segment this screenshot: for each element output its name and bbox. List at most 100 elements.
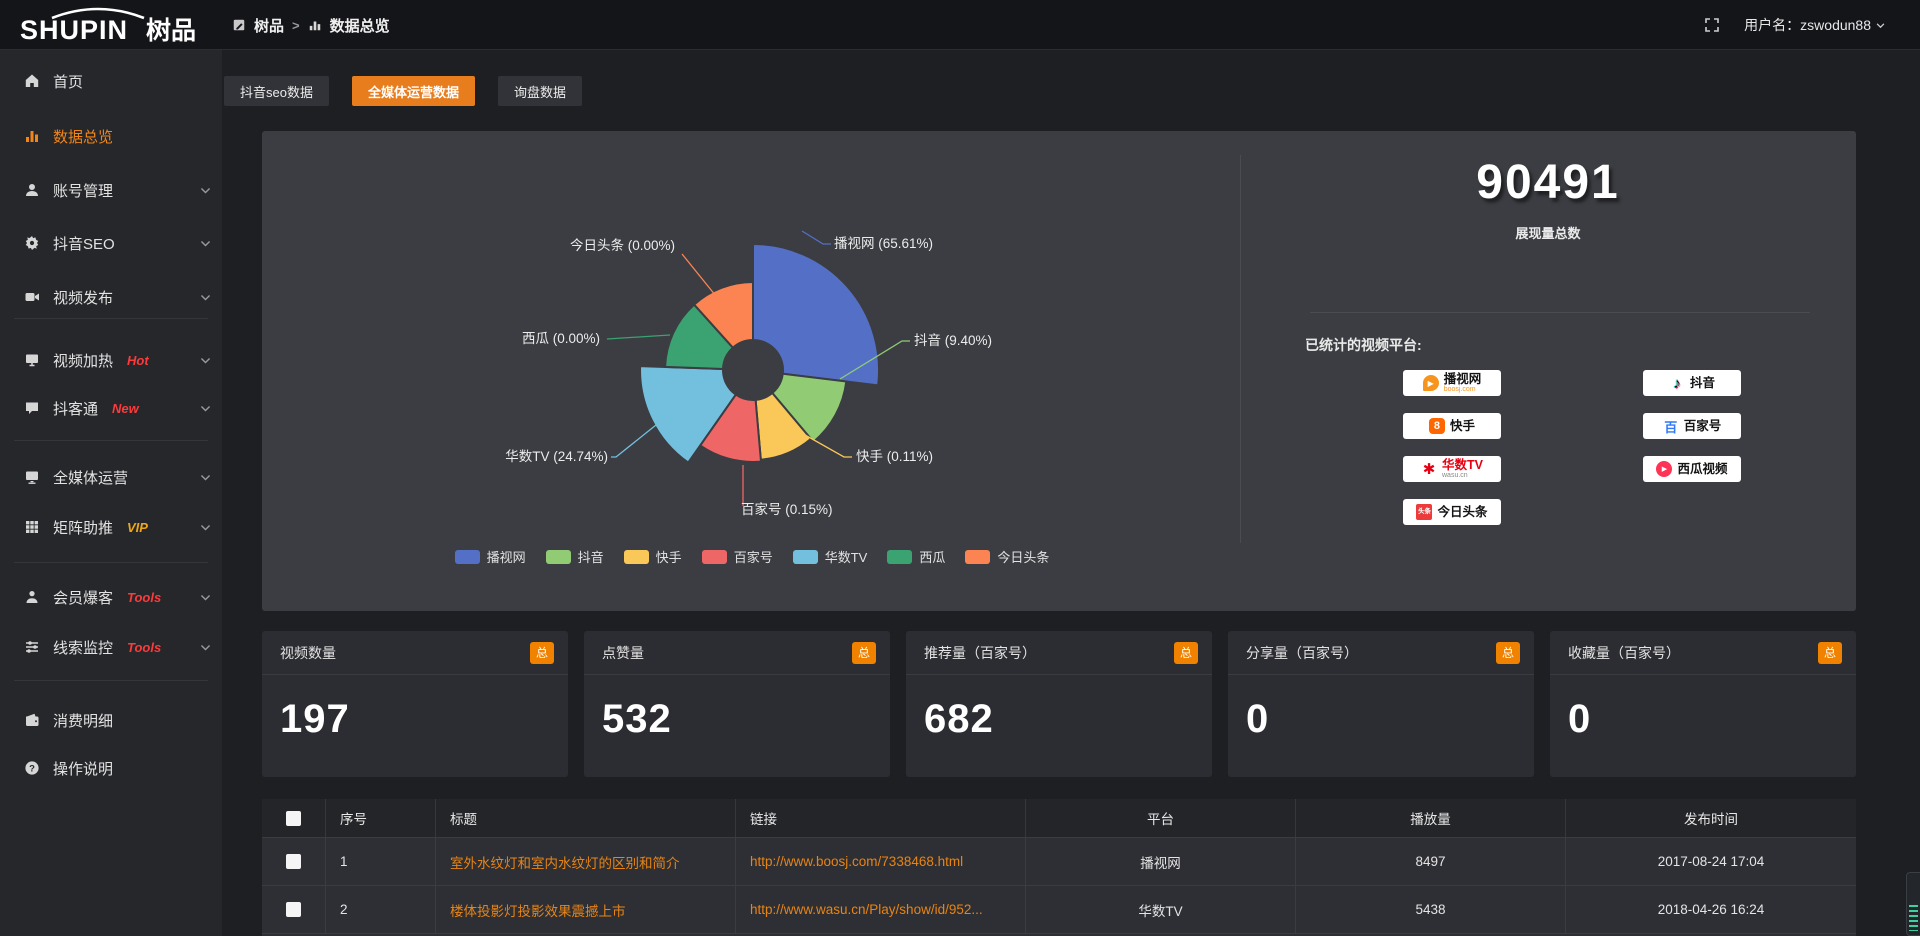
pie-label: 抖音 (9.40%): [914, 332, 992, 348]
pie-slice-华数TV[interactable]: [639, 365, 738, 464]
sidebar-item-omni-media[interactable]: 全媒体运营: [0, 456, 222, 498]
chevron-down-icon: [200, 405, 211, 412]
legend-item[interactable]: 抖音: [545, 547, 604, 566]
row-no: 2: [326, 886, 436, 933]
breadcrumb: 树品 > 数据总览: [232, 0, 390, 50]
breadcrumb-item-current: 数据总览: [329, 17, 390, 35]
baijiahao-logo-icon: 百: [1664, 419, 1678, 435]
row-platform: 播视网: [1026, 838, 1296, 885]
sidebar-item-member-leads[interactable]: 会员爆客 Tools: [0, 576, 222, 618]
question-circle-icon: ?: [25, 761, 39, 775]
sidebar-divider: [14, 440, 208, 441]
row-plays: 8497: [1296, 838, 1566, 885]
legend-swatch: [887, 549, 913, 564]
sidebar-divider: [14, 562, 208, 563]
pie-label-line: [606, 334, 671, 340]
screen-icon: [26, 354, 38, 367]
total-badge: 总: [852, 641, 876, 664]
video-title-link[interactable]: 室外水纹灯和室内水纹灯的区别和简介: [436, 838, 736, 885]
card-value: 197: [280, 697, 350, 741]
card-value: 682: [924, 697, 994, 741]
legend-item[interactable]: 快手: [623, 547, 682, 566]
platforms-title: 已统计的视频平台:: [1305, 337, 1422, 353]
sidebar-divider: [14, 680, 208, 681]
sidebar-item-data-overview[interactable]: 数据总览: [0, 115, 222, 157]
boosj-logo-icon: ▶: [1422, 375, 1439, 391]
rose-pie-chart: 播视网 (65.61%) 抖音 (9.40%) 快手 (0.11%) 百家号 (0.1…: [262, 131, 1242, 611]
video-title-link[interactable]: 楼体投影灯投影效果震撼上市: [436, 886, 736, 933]
row-no: 1: [326, 838, 436, 885]
pie-label-line: [611, 424, 657, 458]
pie-slice-抖音[interactable]: [770, 372, 848, 444]
username-label: 用户名：zswodun88: [1744, 17, 1871, 33]
sidebar-item-doukotong[interactable]: 抖客通 New: [0, 387, 222, 429]
row-time: 2018-04-26 16:24: [1657, 902, 1765, 917]
chat-bubble-icon: [26, 402, 38, 414]
col-header-link: 链接: [736, 799, 1026, 837]
logo-text-cn: 树品: [146, 17, 196, 45]
floating-widget[interactable]: [1906, 872, 1920, 936]
fullscreen-icon[interactable]: [1704, 17, 1720, 33]
sidebar-item-douyin-seo[interactable]: 抖音SEO: [0, 222, 222, 264]
total-impressions-value: 90491: [1476, 156, 1620, 209]
xigua-logo-icon: ▶: [1656, 461, 1673, 477]
app-logo: SHUPIN 树品: [18, 7, 213, 50]
video-camera-icon: [25, 293, 39, 301]
total-badge: 总: [530, 641, 554, 664]
panel-divider: [1240, 155, 1241, 543]
pie-label-line: [681, 253, 721, 302]
sidebar-item-clue-monitor[interactable]: 线索监控 Tools: [0, 626, 222, 668]
tab-douyin-seo-data[interactable]: 抖音seo数据: [224, 76, 329, 106]
legend-swatch: [454, 549, 480, 564]
legend-item[interactable]: 华数TV: [792, 547, 867, 566]
sidebar-item-matrix-boost[interactable]: 矩阵助推 VIP: [0, 506, 222, 548]
row-checkbox[interactable]: [286, 902, 301, 917]
platform-badge-douyin: ♪ 抖音: [1643, 370, 1741, 396]
tab-omni-media-data[interactable]: 全媒体运营数据: [351, 76, 475, 106]
overview-panel: 播视网 (65.61%) 抖音 (9.40%) 快手 (0.11%) 百家号 (0.1…: [262, 131, 1856, 611]
tab-inquiry-data[interactable]: 询盘数据: [497, 76, 582, 106]
total-impressions-label: 展现量总数: [1515, 226, 1581, 241]
pie-label: 快手 (0.11%): [856, 449, 933, 464]
pie-label: 西瓜 (0.00%): [522, 331, 600, 346]
sidebar-divider: [14, 318, 208, 319]
legend-item[interactable]: 西瓜: [887, 547, 945, 566]
pie-label-line: [801, 230, 831, 245]
tools-badge: Tools: [127, 589, 162, 605]
platform-badge-wasu: ✱ 华数TV wasu.cn: [1403, 456, 1501, 482]
select-all-checkbox[interactable]: [286, 810, 301, 826]
pie-slice-今日头条[interactable]: [692, 280, 754, 350]
widget-stripes: [1909, 905, 1918, 931]
sidebar-item-video-publish[interactable]: 视频发布: [0, 276, 222, 318]
bar-chart-icon: [309, 21, 320, 31]
user-icon: [26, 184, 38, 196]
video-url-link[interactable]: http://www.boosj.com/7338468.html: [736, 838, 1026, 885]
vip-badge: VIP: [127, 519, 148, 535]
pie-slice-播视网[interactable]: [752, 242, 881, 387]
legend-item[interactable]: 今日头条: [965, 547, 1049, 566]
col-header-plays: 播放量: [1296, 799, 1566, 837]
videos-table: 序号 标题 链接 平台 播放量 发布时间 1 室外水纹灯和室内水纹灯的区别和简介…: [262, 799, 1856, 936]
douyin-logo-icon: ♪: [1673, 374, 1681, 392]
pie-label-line: [797, 430, 852, 458]
sidebar-item-account[interactable]: 账号管理: [0, 169, 222, 211]
user-menu[interactable]: 用户名：zswodun88: [1744, 15, 1886, 35]
sidebar-item-expense-detail[interactable]: 消费明细: [0, 699, 222, 741]
col-header-no: 序号: [326, 799, 436, 837]
bar-chart-icon: [26, 131, 38, 142]
sidebar-item-video-heat[interactable]: 视频加热 Hot: [0, 339, 222, 381]
row-checkbox[interactable]: [286, 854, 301, 869]
summary-divider: [1310, 312, 1810, 313]
row-plays: 5438: [1296, 886, 1566, 933]
sidebar-item-home[interactable]: 首页: [0, 60, 222, 102]
table-row-partial: [262, 933, 1856, 936]
sidebar: 首页 数据总览 账号管理 抖音SEO 视频发布 视频加热 Hot: [0, 50, 222, 936]
legend-swatch: [545, 549, 571, 564]
table-row: 1 室外水纹灯和室内水纹灯的区别和简介 http://www.boosj.com…: [262, 837, 1856, 885]
legend-item[interactable]: 百家号: [701, 547, 773, 566]
legend-item[interactable]: 播视网: [454, 547, 526, 566]
col-header-platform: 平台: [1026, 799, 1296, 837]
breadcrumb-item[interactable]: 树品: [254, 17, 285, 35]
video-url-link[interactable]: http://www.wasu.cn/Play/show/id/952...: [736, 886, 1026, 933]
sidebar-item-help[interactable]: ? 操作说明: [0, 747, 222, 789]
